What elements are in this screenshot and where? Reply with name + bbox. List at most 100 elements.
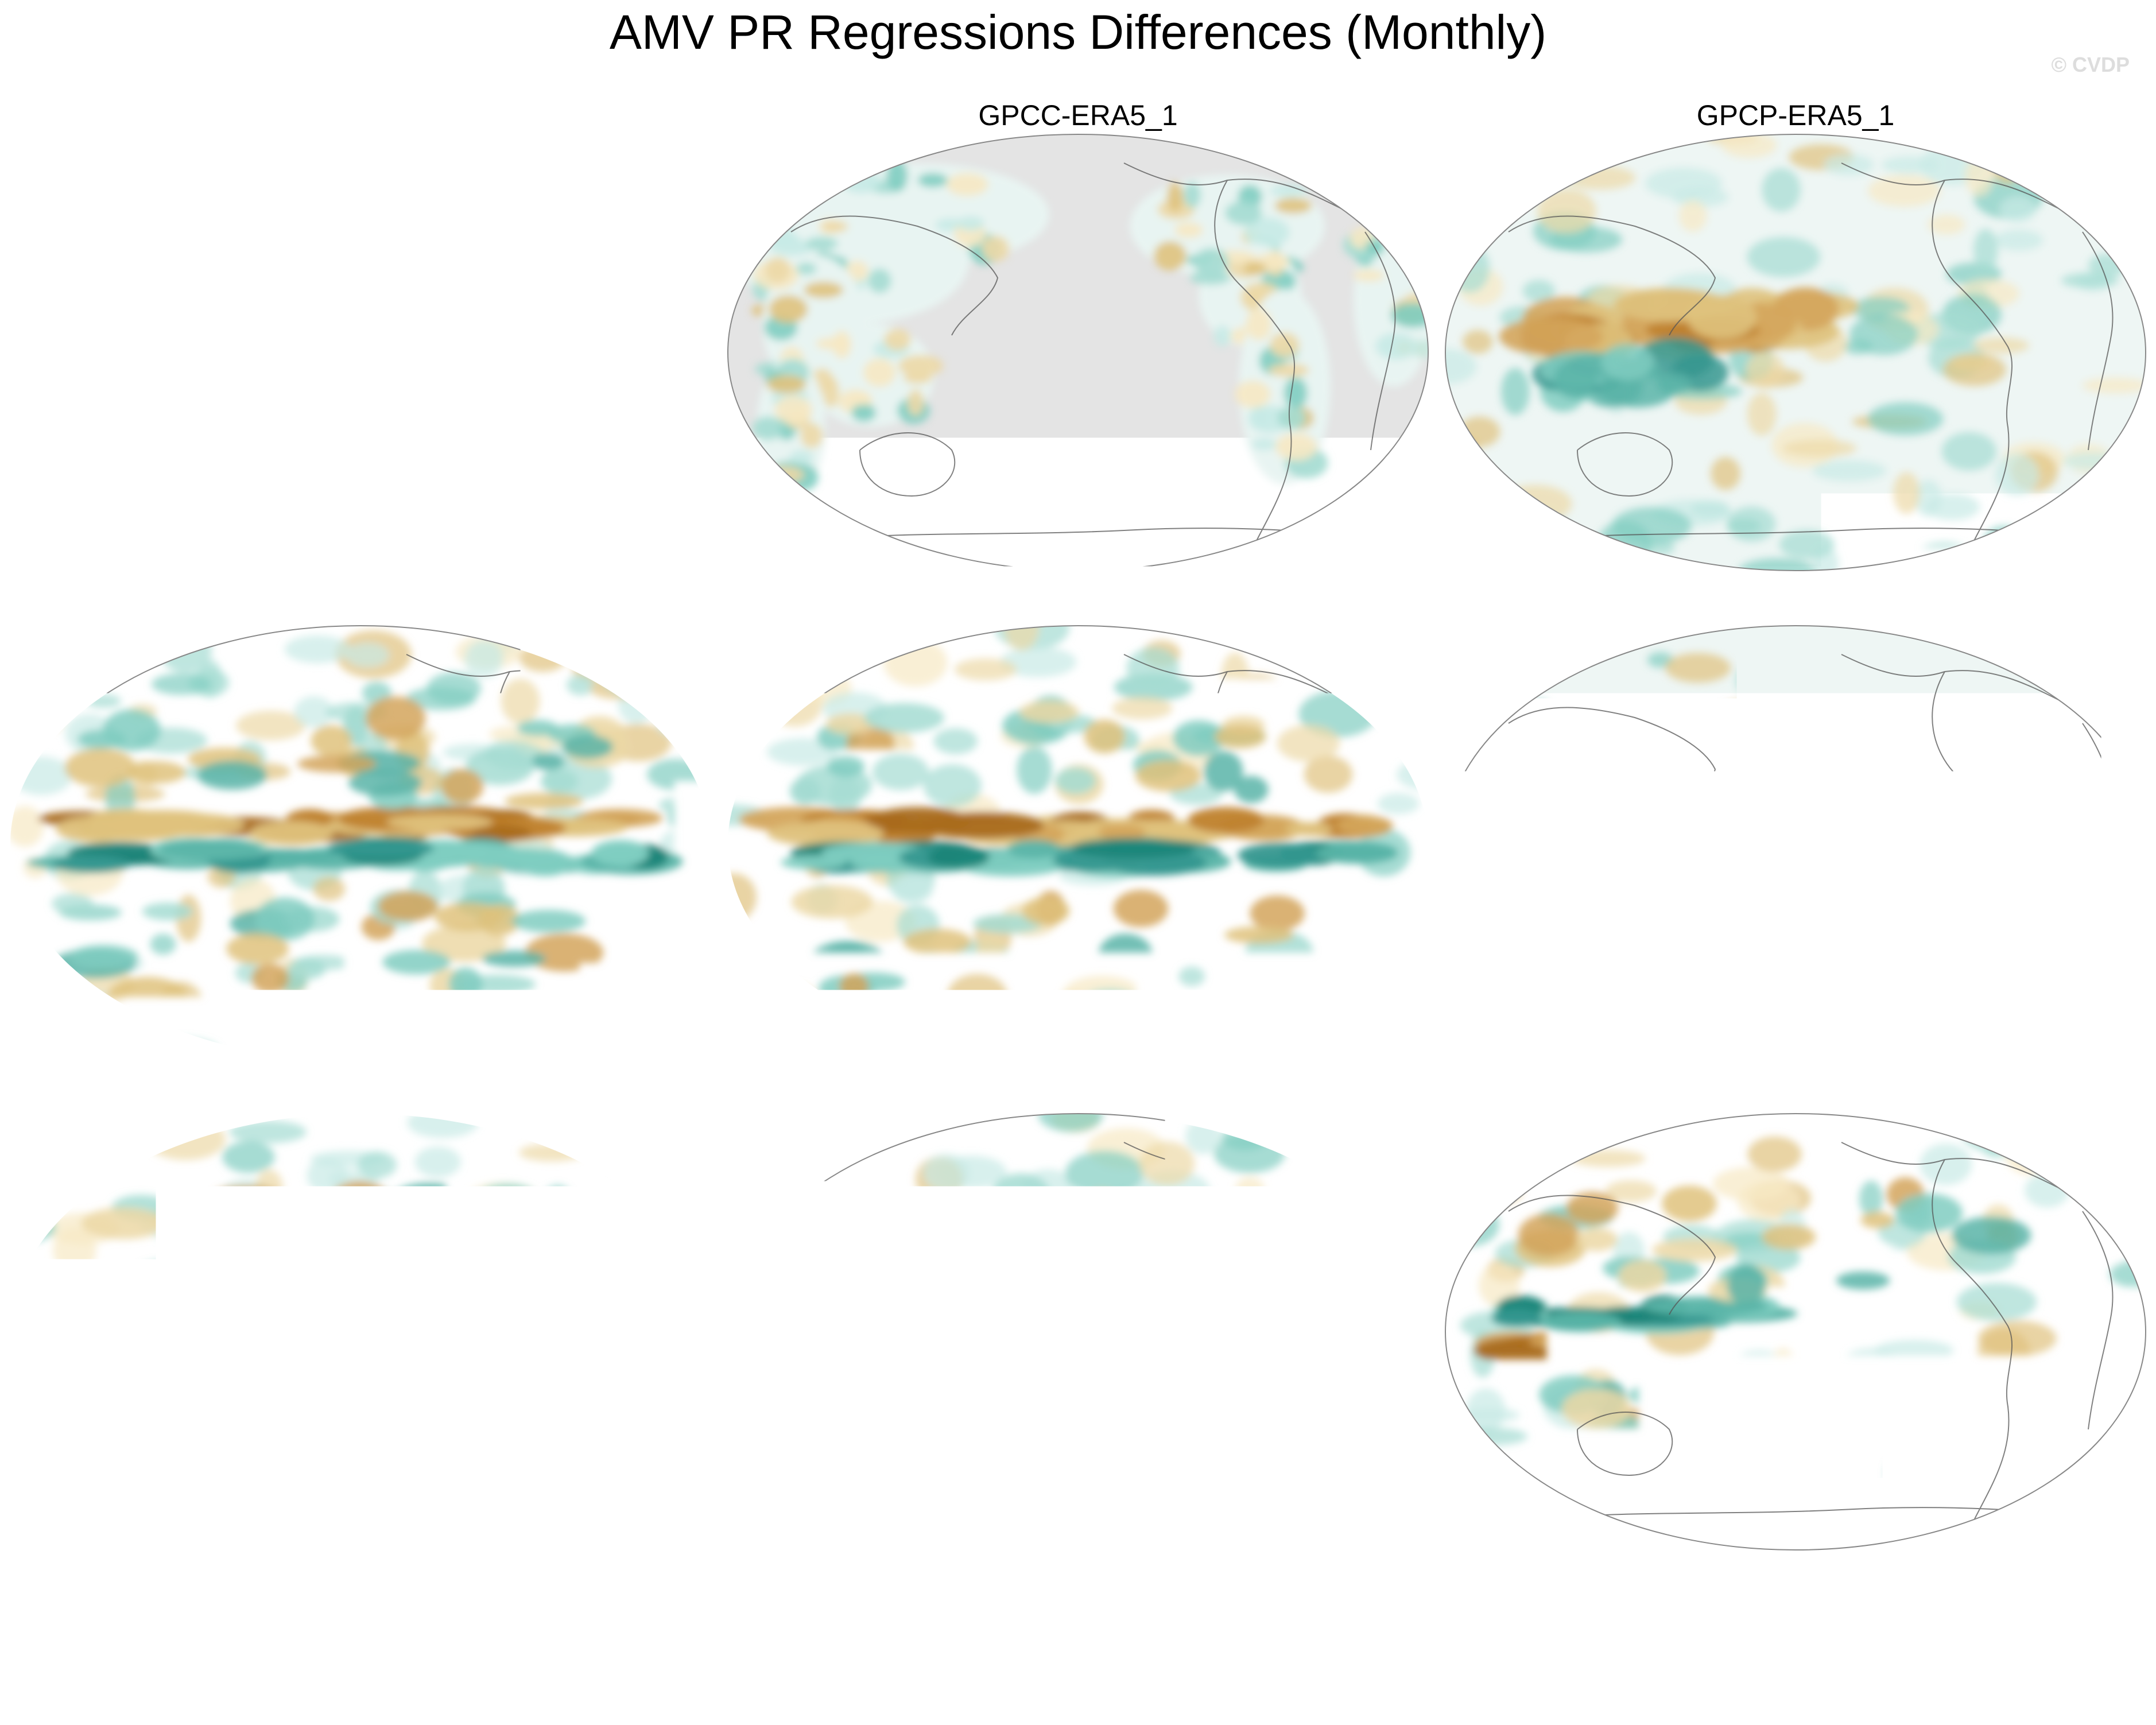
- field-blob: [649, 1534, 716, 1556]
- field-blob: [1154, 1014, 1201, 1031]
- field-blob: [1920, 1143, 1972, 1185]
- field-blob: [142, 902, 193, 920]
- field-blob: [1729, 1111, 1779, 1129]
- field-blob: [864, 703, 944, 733]
- map-panel-7: [722, 1108, 1434, 1556]
- map-panel-6: [5, 1108, 716, 1556]
- field-blob: [259, 1336, 359, 1360]
- field-blob: [798, 1049, 859, 1068]
- field-blob: [933, 728, 978, 754]
- field-blob: [1736, 664, 1765, 696]
- field-blob: [886, 160, 908, 191]
- field-blob: [686, 1152, 716, 1193]
- field-blob: [1174, 222, 1203, 238]
- field-blob: [606, 1146, 650, 1173]
- field-blob: [1835, 767, 1906, 794]
- field-blob: [1054, 960, 1111, 987]
- field-blob: [1451, 1427, 1527, 1445]
- field-blob: [1007, 840, 1061, 859]
- panel-title: CESM3-alpha03d BLT1850 112-ERA5_1: [1536, 590, 2055, 623]
- field-blob: [791, 885, 873, 918]
- field-blob: [2053, 129, 2115, 162]
- field-blob: [1227, 695, 1284, 720]
- field-blob: [1500, 626, 1580, 655]
- field-blob: [1284, 377, 1308, 409]
- field-blob: [1064, 1522, 1137, 1549]
- field-blob: [992, 1173, 1049, 1215]
- field-blob: [812, 1505, 846, 1533]
- field-blob: [1862, 909, 1901, 928]
- field-blob: [52, 893, 93, 914]
- field-blob: [1065, 1151, 1145, 1196]
- field-blob: [1055, 767, 1096, 794]
- field-blob: [2000, 196, 2036, 222]
- field-blob: [935, 1261, 1006, 1304]
- field-blob: [323, 1209, 364, 1244]
- field-blob: [680, 1457, 716, 1493]
- field-blob: [1376, 653, 1434, 682]
- field-blob: [772, 1534, 815, 1556]
- field-blob: [1727, 506, 1776, 541]
- field-blob: [903, 929, 972, 955]
- field-blob: [1245, 1196, 1291, 1228]
- field-blob: [1928, 631, 1991, 673]
- field-blob: [1215, 725, 1266, 748]
- field-blob: [1547, 1438, 1597, 1460]
- colorbar-swatch: [1424, 1593, 1494, 1625]
- field-blob: [1973, 670, 2021, 684]
- field-blob: [1488, 835, 1585, 862]
- field-blob: [1491, 1309, 1541, 1327]
- field-blob: [1459, 417, 1500, 447]
- field-blob: [851, 404, 876, 421]
- field-blob: [581, 1504, 610, 1533]
- field-blob: [371, 1457, 414, 1482]
- colorbar-swatch: [590, 1593, 660, 1625]
- field-blob: [1401, 990, 1434, 1022]
- field-blob: [2087, 522, 2147, 542]
- field-blob: [1494, 1108, 1554, 1140]
- field-blob: [1812, 460, 1887, 482]
- field-blob: [1184, 182, 1201, 208]
- field-blob: [1549, 889, 1591, 931]
- field-blob: [487, 1438, 530, 1456]
- field-blob: [688, 957, 715, 983]
- field-blob: [666, 1235, 697, 1265]
- field-blob: [11, 757, 72, 795]
- field-blob: [1458, 1466, 1488, 1481]
- field-blob: [1969, 1058, 2015, 1068]
- field-blob: [1136, 1406, 1178, 1432]
- field-blob: [319, 1432, 359, 1449]
- field-blob: [1156, 955, 1225, 980]
- field-blob: [1063, 1412, 1126, 1435]
- field-blob: [1604, 985, 1682, 1010]
- field-blob: [884, 329, 910, 351]
- field-blob: [980, 1225, 1010, 1249]
- field-blob: [1399, 1037, 1434, 1052]
- field-blob: [1947, 1376, 1999, 1402]
- field-blob: [1339, 910, 1383, 953]
- field-blob: [1679, 200, 1707, 231]
- field-blob: [1742, 744, 1781, 771]
- field-blob: [867, 990, 909, 1007]
- field-blob: [1440, 987, 1507, 1027]
- colorbar-tick-label: -0.75: [758, 1627, 839, 1668]
- field-blob: [1521, 1499, 1597, 1532]
- colorbar-tick-label: 0.25: [1181, 1627, 1250, 1668]
- field-blob: [1987, 1433, 2070, 1455]
- field-blob: [859, 1462, 918, 1479]
- field-blob: [1167, 182, 1184, 212]
- field-blob: [348, 770, 422, 796]
- field-blob: [1285, 821, 1332, 836]
- field-blob: [2061, 273, 2119, 288]
- field-blob: [1824, 154, 1874, 176]
- field-blob: [1749, 873, 1793, 918]
- field-blob: [1893, 472, 1920, 514]
- field-blob: [313, 877, 345, 901]
- field-blob: [916, 1230, 978, 1265]
- colorbar-swatch: [1285, 1593, 1355, 1625]
- field-blob: [1849, 315, 1918, 355]
- field-blob: [804, 1489, 846, 1519]
- field-blob: [947, 173, 988, 196]
- field-blob: [1574, 723, 1607, 744]
- field-blob: [732, 1134, 761, 1165]
